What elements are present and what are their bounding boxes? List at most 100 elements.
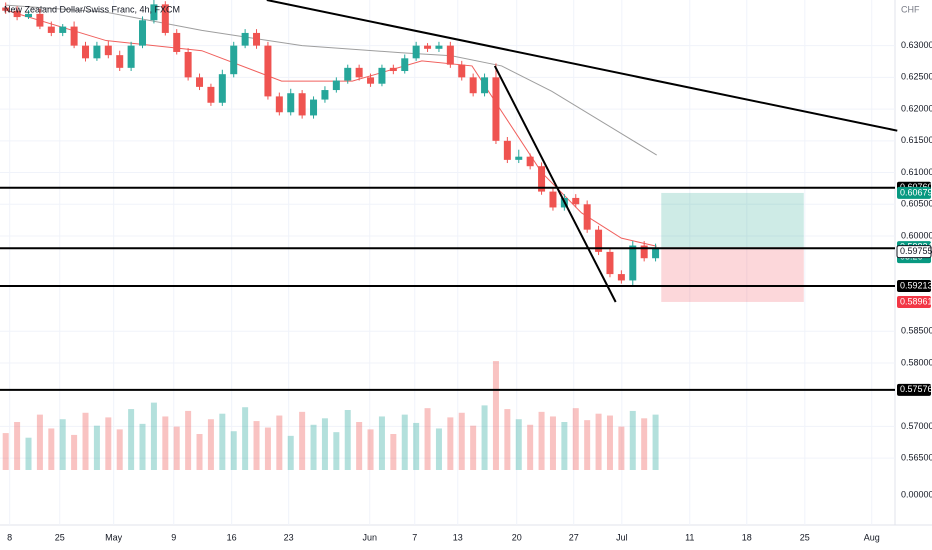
volume-bar bbox=[641, 418, 648, 470]
price-tag-label: 0.60679 bbox=[900, 187, 932, 197]
volume-bar bbox=[276, 415, 283, 470]
candle-body bbox=[253, 32, 261, 46]
volume-bar bbox=[527, 424, 534, 470]
profit-zone bbox=[661, 192, 804, 248]
candle-body bbox=[617, 274, 625, 281]
volume-bar bbox=[321, 418, 328, 470]
volume-bar bbox=[492, 361, 499, 470]
chart-title: New Zealand Dollar/Swiss Franc, 4h, FXCM bbox=[4, 4, 180, 14]
candle-body bbox=[139, 20, 147, 46]
volume-bar bbox=[71, 434, 78, 470]
candle-body bbox=[13, 10, 21, 18]
candle-body bbox=[196, 77, 204, 87]
candle-body bbox=[218, 74, 226, 103]
volume-bar bbox=[606, 415, 613, 470]
candle-body bbox=[150, 4, 158, 21]
candle-body bbox=[469, 77, 477, 94]
volume-bar bbox=[2, 433, 9, 470]
volume-bar bbox=[139, 423, 146, 470]
volume-bar bbox=[185, 410, 192, 470]
volume-bar bbox=[413, 422, 420, 470]
volume-bar bbox=[344, 410, 351, 470]
candle-body bbox=[264, 45, 272, 97]
volume-bar bbox=[264, 427, 271, 470]
price-tag bbox=[897, 295, 931, 308]
currency-label: CHF bbox=[901, 4, 920, 14]
volume-bar bbox=[652, 414, 659, 470]
y-tick-label: 0.60500 bbox=[901, 199, 932, 209]
candle-body bbox=[59, 26, 67, 33]
candle-body bbox=[378, 67, 386, 84]
volume-bar bbox=[230, 431, 237, 470]
x-tick-label: 16 bbox=[227, 532, 237, 542]
volume-bar bbox=[128, 409, 135, 470]
volume-bar bbox=[390, 434, 397, 470]
volume-bar bbox=[253, 421, 260, 470]
volume-bar bbox=[435, 428, 442, 470]
volume-bar bbox=[48, 428, 55, 470]
volume-bar bbox=[424, 408, 431, 470]
candle-body bbox=[492, 77, 500, 141]
y-tick-label: 0.60000 bbox=[901, 230, 932, 240]
y-tick-label: 0.61000 bbox=[901, 167, 932, 177]
x-tick-label: 27 bbox=[569, 532, 579, 542]
candle-body bbox=[355, 67, 363, 78]
volume-bar bbox=[333, 432, 340, 470]
y-tick-label: 0.63000 bbox=[901, 40, 932, 50]
candle-body bbox=[640, 245, 648, 259]
x-tick-label: 13 bbox=[453, 532, 463, 542]
candle-body bbox=[298, 93, 306, 116]
volume-bar bbox=[116, 429, 123, 470]
candle-body bbox=[104, 45, 112, 56]
candle-body bbox=[401, 58, 409, 72]
volume-bar bbox=[196, 434, 203, 470]
candle-body bbox=[2, 7, 10, 11]
volume-bar bbox=[595, 413, 602, 470]
x-tick-label: 11 bbox=[685, 532, 694, 542]
candle-body bbox=[503, 140, 511, 160]
volume-bar bbox=[572, 408, 579, 470]
volume-bar bbox=[219, 413, 226, 470]
volume-bar bbox=[504, 409, 511, 470]
candle-body bbox=[606, 251, 614, 275]
level-tag bbox=[897, 383, 931, 396]
plot bbox=[0, 0, 898, 525]
x-tick-label: Jun bbox=[362, 532, 377, 542]
volume-bar bbox=[14, 422, 21, 470]
volume-bar bbox=[584, 420, 591, 470]
candle-body bbox=[629, 245, 637, 281]
candle-body bbox=[446, 45, 454, 65]
candle-body bbox=[595, 229, 603, 252]
volume-bar bbox=[82, 412, 89, 470]
candle-body bbox=[424, 45, 432, 49]
volume-bar bbox=[378, 416, 385, 470]
price-tag bbox=[897, 186, 931, 199]
volume-bar bbox=[367, 429, 374, 470]
volume-bar bbox=[401, 414, 408, 470]
candle-body bbox=[207, 86, 215, 103]
loss-zone bbox=[661, 247, 804, 302]
candle-body bbox=[652, 247, 660, 259]
volume-bar bbox=[25, 437, 32, 470]
candle-body bbox=[173, 32, 181, 52]
volume-bar bbox=[538, 411, 545, 470]
candle-body bbox=[82, 45, 90, 59]
volume-bar bbox=[561, 422, 568, 470]
candle-body bbox=[184, 51, 192, 78]
candle-body bbox=[287, 93, 295, 113]
volume-bar bbox=[299, 411, 306, 470]
candle-body bbox=[127, 45, 135, 68]
candle-body bbox=[344, 67, 352, 81]
level-tag-label: 0.59213 bbox=[900, 280, 932, 290]
candle-body bbox=[526, 156, 534, 167]
candle-body bbox=[583, 204, 591, 230]
y-tick-label: 0.62500 bbox=[901, 72, 932, 82]
candle-body bbox=[572, 197, 580, 205]
candle-body bbox=[389, 67, 397, 72]
volume-bar bbox=[173, 426, 180, 470]
level-tag bbox=[897, 279, 931, 292]
candle-body bbox=[435, 45, 443, 49]
candle-body bbox=[275, 96, 283, 113]
volume-bar bbox=[481, 405, 488, 470]
volume-bar bbox=[287, 435, 294, 470]
